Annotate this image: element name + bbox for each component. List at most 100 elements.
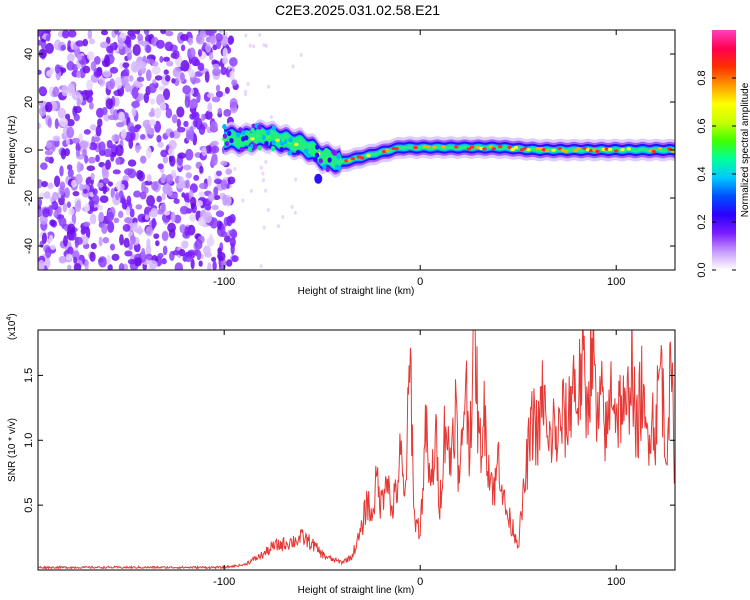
noise-speck: [136, 76, 145, 82]
noise-speck: [84, 154, 89, 164]
noise-speck: [103, 113, 110, 122]
noise-speck: [118, 111, 125, 122]
noise-speck: [217, 251, 226, 261]
noise-speck: [132, 44, 141, 56]
ridge-scatter: [238, 127, 243, 133]
noise-speck: [148, 83, 157, 94]
noise-speck: [211, 256, 217, 262]
x-tick-label: -100: [213, 276, 235, 288]
ridge-hotspot: [535, 147, 540, 151]
noise-speck: [199, 165, 204, 174]
noise-speck: [171, 114, 178, 124]
y-tick-label: -20: [23, 190, 35, 206]
noise-speck: [157, 252, 164, 259]
noise-speck: [64, 148, 71, 157]
noise-speck: [67, 82, 76, 94]
noise-speck: [126, 195, 132, 206]
x-tick-label: 0: [417, 276, 423, 288]
noise-speck: [98, 76, 106, 87]
noise-speck: [87, 30, 93, 40]
noise-speck: [208, 52, 214, 61]
noise-speck: [115, 144, 124, 157]
ridge-scatter: [265, 129, 271, 136]
snr-series-line: [38, 330, 675, 570]
noise-speck: [162, 155, 169, 164]
ridge-scatter: [288, 137, 293, 143]
noise-speck: [59, 117, 69, 128]
noise-speck: [176, 106, 185, 118]
noise-speck: [198, 182, 208, 190]
noise-speck: [38, 259, 45, 270]
noise-speck: [86, 79, 93, 91]
noise-speck: [213, 194, 221, 201]
noise-speck: [193, 174, 200, 181]
noise-speck: [89, 124, 97, 131]
noise-speck: [231, 255, 239, 263]
noise-speck: [67, 168, 74, 178]
noise-speck: [182, 164, 192, 171]
colorbar-tick-label: 0.6: [696, 118, 708, 133]
noise-speck: [126, 52, 132, 61]
chart-title: C2E3.2025.031.02.58.E21: [274, 2, 441, 18]
ridge-scatter: [314, 152, 320, 158]
noise-speck: [119, 32, 127, 39]
noise-speck: [109, 78, 116, 90]
noise-speck: [175, 182, 185, 189]
noise-speck: [114, 77, 123, 89]
noise-speck: [138, 93, 145, 101]
noise-speck: [105, 98, 114, 110]
colorbar-gradient: [712, 30, 736, 270]
noise-speck: [99, 41, 109, 49]
noise-speck: [207, 102, 213, 113]
noise-speck: [293, 210, 297, 215]
noise-speck: [121, 77, 129, 85]
ridge-hotspot: [441, 145, 446, 149]
noise-speck: [155, 240, 160, 247]
noise-speck: [106, 45, 114, 54]
noise-speck: [148, 111, 155, 118]
noise-speck: [215, 84, 221, 92]
ridge-scatter: [314, 173, 323, 184]
noise-speck: [207, 192, 215, 202]
noise-speck: [218, 30, 224, 33]
ridge-scatter: [304, 148, 309, 154]
ridge-scatter: [252, 143, 258, 149]
noise-speck: [68, 207, 75, 216]
noise-speck: [156, 195, 162, 203]
noise-speck: [43, 30, 52, 34]
noise-speck: [47, 117, 52, 128]
noise-speck: [180, 44, 186, 52]
ridge-hotspot: [614, 149, 619, 153]
noise-speck: [57, 107, 67, 119]
noise-speck: [157, 141, 164, 148]
noise-speck: [198, 260, 203, 267]
ridge-scatter: [244, 135, 249, 141]
noise-speck: [45, 246, 52, 259]
noise-speck: [52, 191, 59, 201]
noise-speck: [264, 43, 268, 48]
noise-speck: [91, 136, 101, 143]
spectrogram-ridge: [222, 119, 675, 184]
noise-speck: [210, 140, 219, 147]
ridge-scatter: [327, 157, 332, 163]
noise-speck: [127, 159, 137, 167]
noise-speck: [204, 203, 212, 211]
noise-speck: [197, 62, 205, 72]
noise-speck: [62, 202, 68, 213]
spectrogram-x-ticks: -100 0 100: [213, 30, 625, 288]
noise-speck: [98, 211, 105, 223]
noise-speck: [106, 211, 115, 222]
noise-speck: [145, 123, 152, 135]
colorbar-ticks: 0.0 0.2 0.4 0.6 0.8: [696, 70, 736, 278]
noise-speck: [211, 153, 218, 162]
spectrogram-y-axis-label: Frequency (Hz): [7, 116, 18, 185]
noise-speck: [222, 47, 228, 59]
noise-speck: [207, 262, 212, 270]
noise-speck: [124, 217, 133, 224]
noise-speck: [183, 120, 189, 128]
noise-speck: [154, 75, 163, 81]
noise-speck: [156, 208, 164, 215]
noise-speck: [73, 262, 82, 270]
ridge-hotspot: [350, 156, 355, 161]
noise-speck: [121, 201, 128, 210]
